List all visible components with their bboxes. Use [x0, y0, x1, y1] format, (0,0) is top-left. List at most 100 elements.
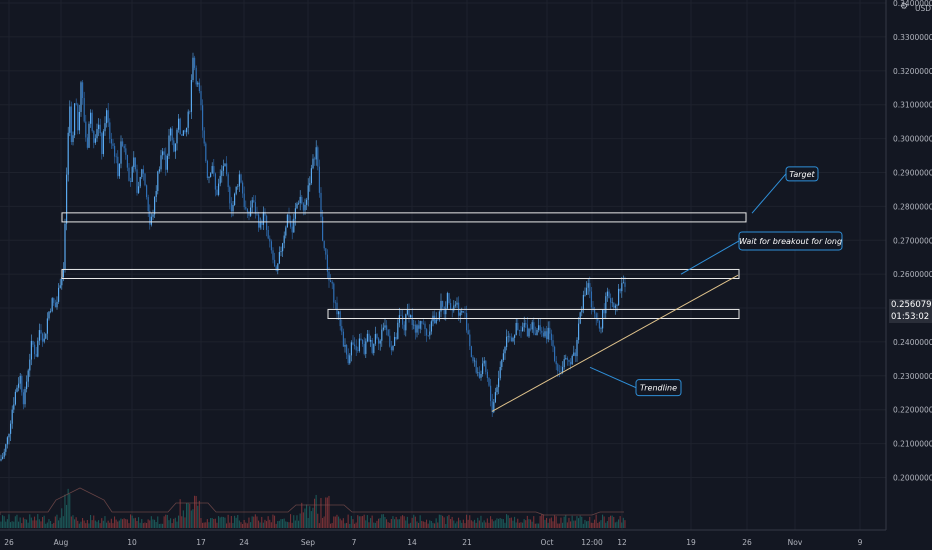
candle-body — [254, 202, 256, 214]
horizontal-zone — [61, 212, 747, 223]
volume-bar — [432, 522, 434, 528]
trendline — [491, 274, 739, 412]
candle-body — [288, 214, 290, 221]
candle-body — [21, 375, 23, 393]
volume-bar — [293, 515, 295, 528]
candle-body — [525, 323, 527, 325]
candle-body — [469, 334, 471, 347]
candle-body — [213, 166, 215, 174]
horizontal-zone — [327, 308, 740, 319]
candle-body — [614, 305, 616, 308]
volume-bar — [13, 521, 15, 528]
volume-bar — [107, 520, 109, 528]
volume-bar — [453, 520, 455, 528]
candle-body — [619, 288, 621, 292]
volume-bar — [166, 514, 168, 528]
volume-bar — [277, 521, 279, 528]
time-axis[interactable]: 26 Aug 10 17 24 Sep 7 14 21 Oct 12:00 12 19 26 Nov 9 — [4, 538, 862, 547]
candle-body — [133, 157, 135, 168]
volume-bar — [139, 522, 141, 528]
volume-bar — [334, 516, 336, 528]
candle-body — [608, 291, 610, 299]
candle-body — [59, 285, 61, 288]
candle-body — [138, 186, 140, 193]
candle-body — [573, 352, 575, 356]
volume-bar — [451, 516, 453, 528]
candle-body — [157, 171, 159, 191]
volume-bar — [51, 523, 53, 528]
candle-body — [461, 310, 463, 313]
candle-body — [306, 199, 308, 205]
candle-body — [470, 346, 472, 358]
volume-bar — [506, 514, 508, 528]
candle-body — [210, 173, 212, 177]
volume-bar — [8, 514, 10, 528]
candle-body — [346, 344, 348, 355]
candle-body — [298, 203, 300, 204]
volume-bars — [0, 487, 626, 528]
volume-bar — [46, 522, 48, 528]
candle-body — [386, 325, 388, 330]
candle-body — [13, 404, 15, 410]
volume-bar — [29, 514, 31, 528]
settings-gear-icon[interactable]: ⚙ — [900, 2, 909, 12]
volume-bar — [472, 521, 474, 528]
volume-bar — [21, 523, 23, 528]
volume-bar — [243, 519, 245, 528]
candle-body — [270, 241, 272, 251]
candle-body — [283, 235, 285, 244]
candle-body — [488, 378, 490, 386]
candle-body — [11, 409, 13, 424]
candle-body — [227, 174, 229, 188]
candle-body — [490, 385, 492, 402]
volume-bar — [213, 518, 215, 528]
volume-bar — [541, 514, 543, 528]
candle-body — [274, 259, 276, 267]
candle-body — [381, 329, 383, 341]
volume-bar — [275, 523, 277, 528]
annotation-text: Trendline — [640, 384, 677, 393]
volume-bar — [138, 517, 140, 528]
volume-bar — [114, 516, 116, 528]
volume-bar — [109, 522, 111, 528]
candle-body — [246, 208, 248, 212]
candle-body — [347, 354, 349, 364]
volume-bar — [235, 517, 237, 528]
candle-body — [262, 211, 264, 225]
annotation-text: Wait for breakout for long — [739, 237, 842, 246]
candle-body — [93, 131, 95, 143]
volume-bar — [499, 518, 501, 528]
volume-bar — [365, 520, 367, 528]
candle-body — [259, 221, 261, 228]
candle-body — [181, 134, 183, 136]
volume-bar — [200, 518, 202, 528]
candle-body — [6, 437, 8, 445]
candle-body — [222, 166, 224, 171]
candle-body — [2, 456, 4, 459]
volume-bar — [78, 523, 80, 528]
volume-bar — [253, 516, 255, 528]
candle-body — [344, 344, 346, 347]
candle-body — [309, 183, 311, 186]
candle-body — [621, 283, 623, 292]
volume-ma-line — [0, 487, 624, 516]
volume-bar — [403, 516, 405, 528]
candle-body — [472, 357, 474, 362]
volume-bar — [184, 517, 186, 528]
volume-bar — [165, 514, 167, 528]
volume-bar — [179, 499, 181, 528]
volume-bar — [152, 519, 154, 528]
candle-body — [576, 339, 578, 357]
candle-body — [320, 192, 322, 217]
candle-body — [82, 82, 84, 99]
candle-body — [579, 312, 581, 324]
candle-body — [117, 156, 119, 177]
candle-body — [518, 330, 520, 331]
volume-bar — [130, 514, 132, 528]
volume-bar — [618, 519, 620, 528]
candle-body — [446, 293, 448, 309]
candle-body — [312, 158, 314, 169]
